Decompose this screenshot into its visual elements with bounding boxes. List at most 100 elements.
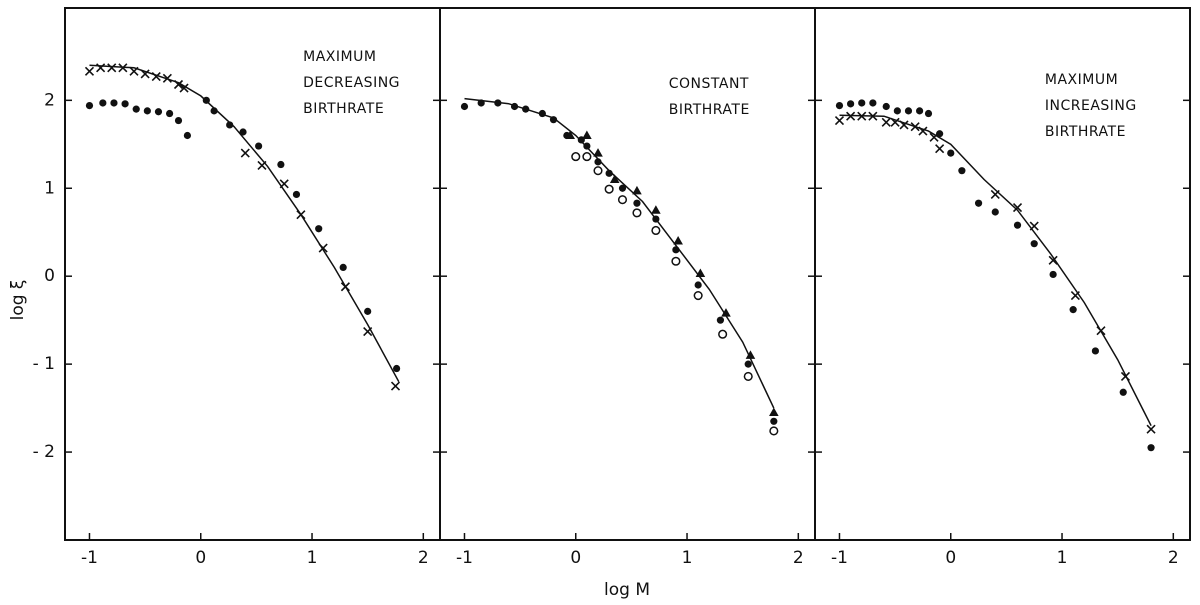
triangle-marker <box>582 130 592 140</box>
dot-marker <box>835 102 844 110</box>
annotation: DECREASING <box>303 75 400 91</box>
cross-marker <box>129 66 139 76</box>
cross-marker <box>1120 371 1131 382</box>
open-circle-marker <box>632 208 642 218</box>
dot-marker <box>85 102 94 110</box>
annotation: INCREASING <box>1045 98 1137 114</box>
dot-marker <box>339 263 347 272</box>
cross-marker <box>1146 424 1156 434</box>
dot-marker <box>1013 221 1022 229</box>
x-tick-label: 0 <box>195 548 206 568</box>
dot-marker <box>991 208 999 216</box>
cross-marker <box>84 66 95 76</box>
cross-marker <box>390 381 401 391</box>
open-circle-marker <box>571 152 581 162</box>
dot-marker <box>770 417 778 425</box>
dot-marker <box>605 169 613 177</box>
dot-marker <box>154 108 163 116</box>
cross-marker <box>162 73 172 83</box>
x-tick-label: 0 <box>945 548 956 568</box>
cross-marker <box>318 243 328 253</box>
cross-marker <box>918 126 928 136</box>
dot-marker <box>277 160 285 169</box>
dot-marker <box>1069 306 1077 314</box>
cross-marker <box>151 72 161 82</box>
x-tick-label: 2 <box>1168 548 1179 568</box>
triangle-marker <box>695 268 706 278</box>
dot-marker <box>210 107 218 115</box>
cross-marker <box>910 122 920 132</box>
cross-marker <box>881 117 891 127</box>
dot-marker <box>924 109 933 118</box>
x-tick-label: 2 <box>418 548 429 568</box>
dot-marker <box>393 364 401 373</box>
cross-marker <box>363 327 373 337</box>
cross-marker <box>935 144 945 154</box>
open-circle-marker <box>651 225 661 236</box>
cross-marker <box>846 111 856 121</box>
open-circle-marker <box>769 426 779 436</box>
dot-marker <box>974 199 983 207</box>
dot-marker <box>869 99 877 107</box>
cross-marker <box>1096 326 1106 336</box>
dot-marker <box>858 99 866 107</box>
dot-marker <box>958 167 966 175</box>
annotation: BIRTHRATE <box>669 102 750 118</box>
triangle-marker <box>651 205 661 214</box>
cross-marker <box>1070 290 1080 301</box>
y-tick-label: - 1 <box>33 354 55 374</box>
cross-marker <box>96 63 106 73</box>
x-tick-label: 1 <box>307 548 318 568</box>
dot-marker <box>1147 444 1155 452</box>
y-tick-label: 2 <box>44 90 55 110</box>
cross-marker <box>1048 255 1058 265</box>
open-circle-marker <box>743 371 753 381</box>
dot-marker <box>936 130 944 138</box>
y-axis-label: log ξ <box>8 280 28 321</box>
dot-marker <box>174 116 183 125</box>
dot-marker <box>132 105 140 113</box>
triangle-marker <box>721 308 731 317</box>
cross-marker <box>340 282 350 292</box>
dot-marker <box>549 116 558 124</box>
dot-marker <box>652 215 660 223</box>
x-axis-label: log M <box>604 580 650 600</box>
triangle-marker <box>609 174 620 183</box>
cross-marker <box>240 148 250 158</box>
dot-marker <box>121 100 129 108</box>
dot-marker <box>477 99 485 107</box>
dot-marker <box>494 99 502 107</box>
dot-marker <box>255 142 263 150</box>
cross-marker <box>868 111 878 121</box>
dot-marker <box>315 225 323 233</box>
x-tick-label: 1 <box>682 548 693 568</box>
dot-marker <box>882 102 890 111</box>
open-circle-marker <box>604 184 614 194</box>
dot-marker <box>618 184 627 192</box>
triangle-marker <box>632 185 642 195</box>
dot-marker <box>594 158 602 166</box>
cross-marker <box>857 111 867 121</box>
open-circle-marker <box>593 166 603 176</box>
triangle-marker <box>769 407 779 416</box>
cross-marker <box>929 132 939 142</box>
dot-marker <box>538 109 546 118</box>
triangle-marker <box>593 148 603 157</box>
cross-marker <box>990 189 1000 199</box>
open-circle-marker <box>693 290 703 301</box>
annotation: CONSTANT <box>669 76 749 92</box>
cross-marker <box>1012 203 1023 213</box>
dot-marker <box>583 142 591 150</box>
dot-marker <box>672 246 680 254</box>
dot-marker <box>202 96 210 104</box>
open-circle-marker <box>582 152 592 162</box>
annotation: BIRTHRATE <box>303 101 384 117</box>
dot-marker <box>165 109 174 118</box>
dot-marker <box>847 100 855 108</box>
cross-marker <box>1029 221 1039 231</box>
annotation: BIRTHRATE <box>1045 124 1126 140</box>
x-tick-label: -1 <box>81 548 98 568</box>
dot-marker <box>1091 347 1100 355</box>
